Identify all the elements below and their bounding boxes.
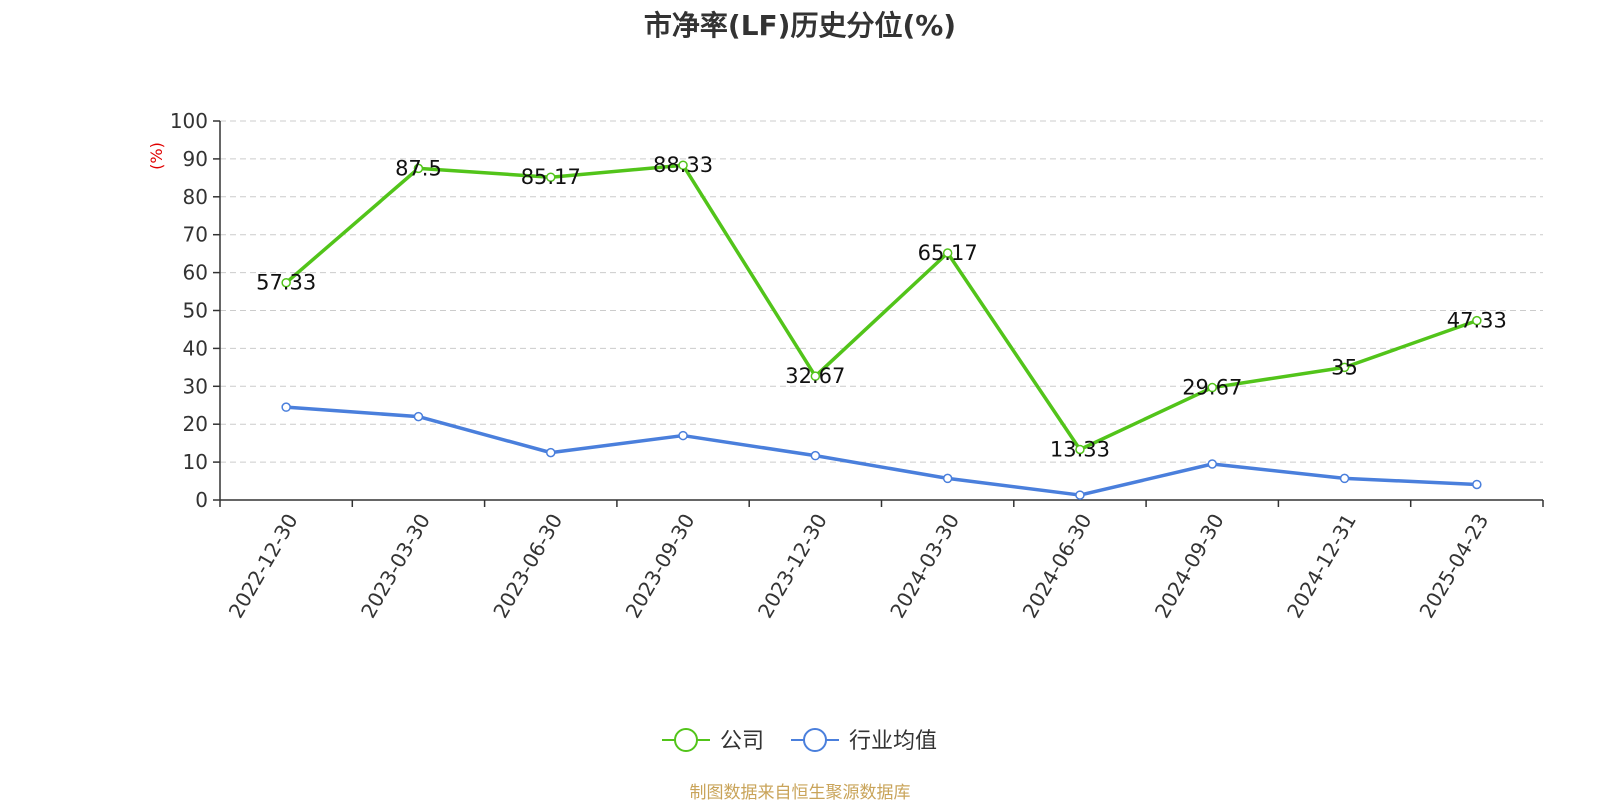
x-tick-label: 2024-09-30	[1150, 510, 1229, 623]
series-lines	[281, 160, 1482, 500]
x-tick-label: 2022-12-30	[224, 510, 303, 623]
x-tick-label: 2024-06-30	[1018, 510, 1097, 623]
y-tick-label: 60	[183, 261, 208, 285]
data-point-series-0[interactable]	[413, 163, 424, 174]
data-label: 87.5	[395, 156, 442, 180]
legend-item-industry-avg[interactable]: 行业均值	[791, 728, 937, 754]
legend-label-company: 公司	[720, 729, 764, 754]
data-point-series-1[interactable]	[1472, 479, 1482, 490]
y-tick-label: 70	[183, 223, 208, 247]
data-point-series-1[interactable]	[1339, 473, 1350, 484]
y-tick-label: 0	[195, 488, 208, 512]
data-point-series-0[interactable]	[678, 160, 688, 170]
x-tick-labels: 2022-12-30 2023-03-30 2023-06-30 2023-09-30…	[219, 500, 1544, 623]
data-label: 13.33	[1050, 437, 1110, 461]
x-tick-label: 2023-09-30	[621, 510, 700, 623]
source-note: 制图数据来自恒生聚源数据库	[689, 783, 911, 803]
data-point-series-1[interactable]	[413, 411, 424, 422]
series-line-0	[285, 163, 1478, 452]
x-tick-label: 2024-12-31	[1282, 510, 1361, 623]
y-tick-label: 20	[183, 412, 208, 436]
chart-title: 市净率(LF)历史分位(%)	[643, 9, 957, 42]
data-label: 65.17	[918, 241, 978, 265]
x-tick-label: 2023-12-30	[753, 510, 832, 623]
data-point-series-0[interactable]	[281, 277, 291, 288]
data-point-series-0[interactable]	[1339, 362, 1350, 373]
x-tick-label: 2024-03-30	[885, 510, 964, 623]
data-point-series-0[interactable]	[942, 248, 953, 258]
data-labels: 57.33 87.5 85.17 88.33 32.67 65.17 13.33 29.67 3…	[256, 153, 1507, 461]
data-point-series-1[interactable]	[810, 450, 821, 461]
y-axis-label: (%)	[147, 142, 166, 170]
legend[interactable]: 公司 行业均值	[662, 728, 937, 754]
data-point-series-0[interactable]	[1472, 315, 1482, 326]
legend-item-company[interactable]: 公司	[662, 728, 764, 754]
y-tick-label: 50	[183, 299, 208, 323]
data-point-series-0[interactable]	[1075, 444, 1085, 455]
data-label: 88.33	[653, 153, 713, 177]
x-tick-label: 2023-03-30	[356, 510, 435, 623]
legend-marker-company	[674, 728, 698, 752]
y-tick-labels: 0 10 20 30 40 50 60 70 80 90 100	[170, 109, 220, 512]
x-tick-label: 2023-06-30	[488, 510, 567, 623]
x-tick-label: 2025-04-23	[1414, 510, 1493, 623]
y-tick-label: 80	[183, 185, 208, 209]
data-label: 85.17	[521, 165, 581, 189]
y-tick-label: 40	[183, 336, 208, 360]
data-label: 47.33	[1447, 309, 1507, 333]
data-point-series-1[interactable]	[281, 402, 291, 412]
legend-marker-industry-avg	[803, 728, 827, 752]
data-point-series-0[interactable]	[1207, 382, 1217, 393]
data-point-series-1[interactable]	[678, 430, 688, 441]
data-point-series-0[interactable]	[810, 371, 821, 381]
data-point-series-1[interactable]	[942, 473, 953, 484]
grid-lines	[220, 120, 1543, 463]
data-label: 35	[1331, 355, 1358, 379]
legend-label-industry-avg: 行业均值	[849, 729, 937, 754]
y-tick-label: 10	[183, 450, 208, 474]
data-point-series-1[interactable]	[546, 447, 556, 458]
y-tick-label: 30	[183, 374, 208, 398]
series-line-1	[286, 405, 1477, 497]
data-label: 57.33	[256, 271, 316, 295]
data-label: 29.67	[1182, 376, 1242, 400]
data-point-series-0[interactable]	[546, 172, 556, 182]
y-tick-label: 90	[183, 147, 208, 171]
data-point-series-1[interactable]	[1075, 490, 1085, 500]
data-point-series-1[interactable]	[1207, 459, 1217, 469]
y-tick-label: 100	[170, 109, 208, 133]
data-label: 32.67	[785, 364, 845, 388]
